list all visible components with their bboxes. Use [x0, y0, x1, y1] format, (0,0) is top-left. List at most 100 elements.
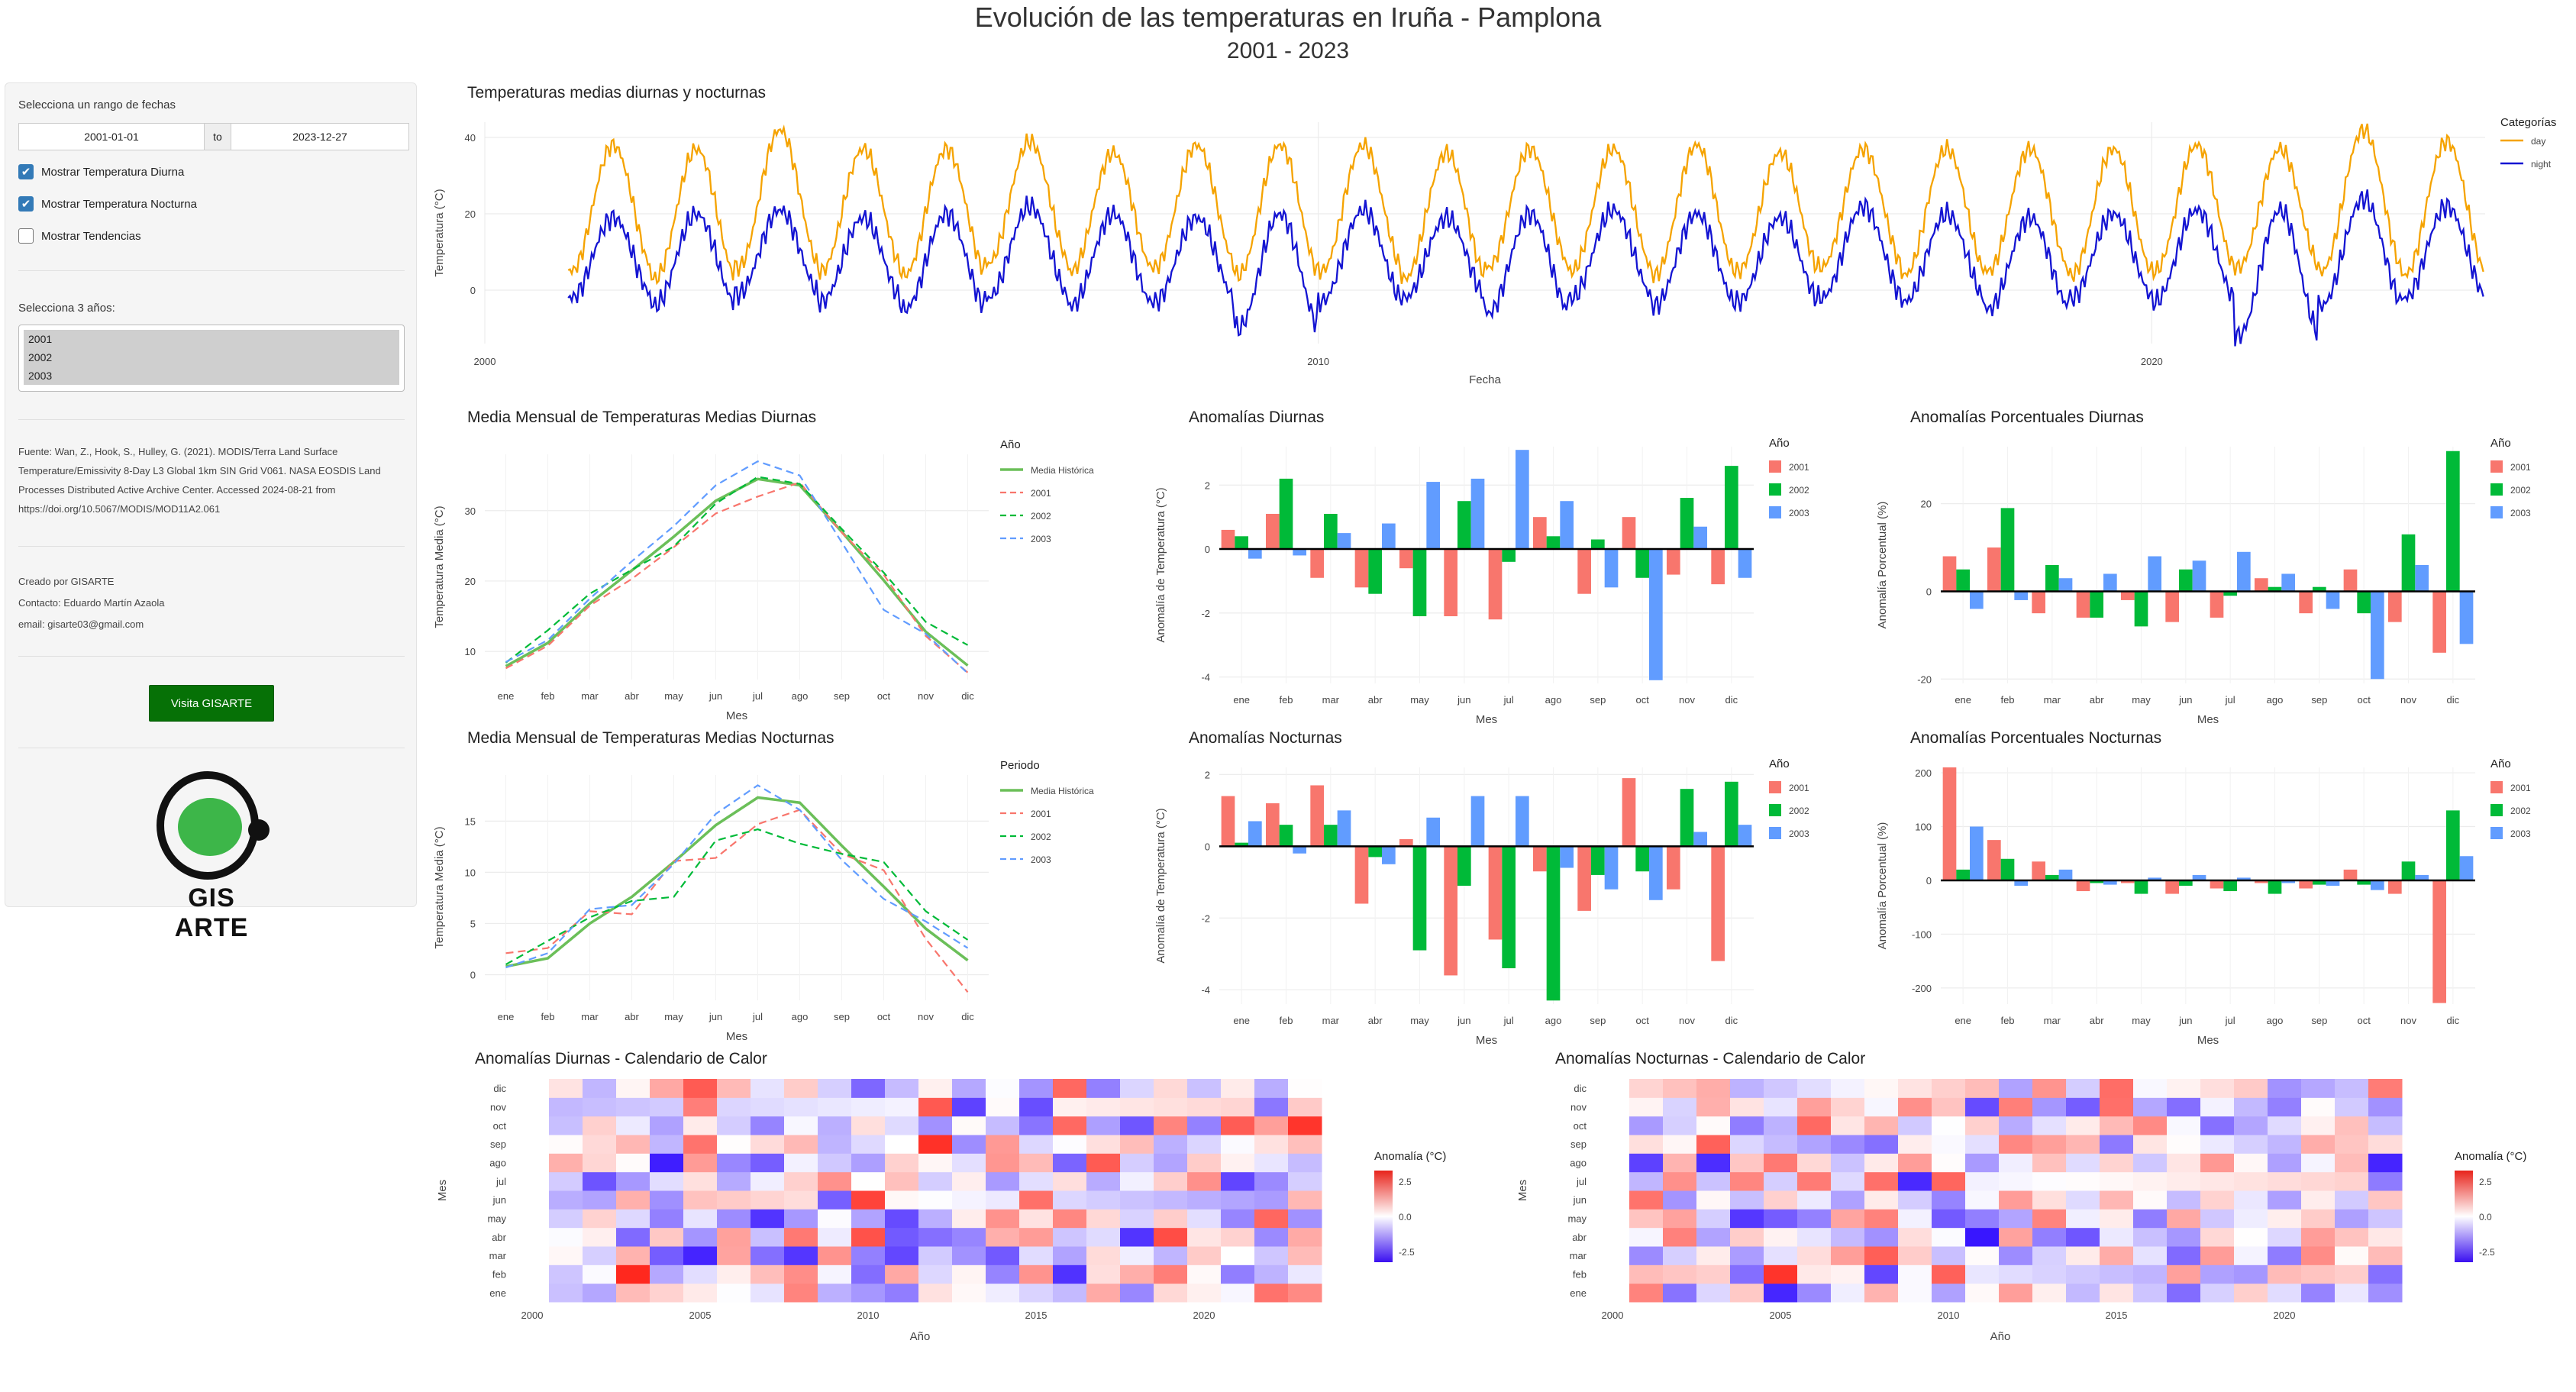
heat-cell [1965, 1116, 2000, 1135]
chart-title: Media Mensual de Temperaturas Medias Diu… [467, 409, 816, 426]
heat-cell [1663, 1135, 1697, 1154]
heat-cell [717, 1227, 751, 1247]
heat-cell [1254, 1264, 1289, 1284]
heat-cell [1864, 1079, 1899, 1098]
bar-2002-jun [2178, 569, 2193, 592]
heat-cell [885, 1246, 919, 1265]
y-tick-label: abr [1572, 1232, 1587, 1243]
visit-gisarte-button[interactable]: Visita GISARTE [149, 685, 274, 722]
y-tick-label: 0 [1205, 544, 1210, 555]
x-tick-label: ene [498, 690, 515, 702]
x-tick-label: oct [2357, 694, 2371, 706]
bar-2003-dic [1738, 549, 1752, 578]
heat-cell [1730, 1246, 1764, 1265]
heat-cell [1831, 1079, 1865, 1098]
date-from-input[interactable]: 2001-01-01 [18, 123, 205, 150]
heat-cell [1663, 1209, 1697, 1229]
bar-2003-jun [2192, 560, 2206, 592]
heat-cell [2200, 1246, 2235, 1265]
heat-cell [1764, 1135, 1798, 1154]
legend-swatch [1769, 460, 1781, 473]
x-tick-label: nov [2400, 1015, 2416, 1026]
heat-cell [616, 1135, 650, 1154]
year-option[interactable]: 2002 [24, 348, 399, 367]
bar-2001-jun [2165, 880, 2179, 894]
heat-cell [1932, 1283, 1966, 1303]
heat-cell [818, 1116, 852, 1135]
bar-2003-abr [1382, 523, 1396, 550]
checkbox-unchecked-icon[interactable] [18, 228, 34, 244]
heat-cell [1696, 1283, 1731, 1303]
heat-cell [784, 1190, 818, 1210]
heat-cell [1154, 1246, 1188, 1265]
checkbox-trends[interactable]: Mostrar Tendencias [18, 228, 141, 244]
heat-cell [1221, 1116, 1255, 1135]
heat-cell [1898, 1283, 1932, 1303]
heat-cell [2100, 1209, 2134, 1229]
heat-cell [885, 1264, 919, 1284]
heat-cell [751, 1209, 785, 1229]
heat-cell [2032, 1227, 2067, 1247]
heat-cell [2234, 1171, 2268, 1191]
heat-cell [1696, 1171, 1731, 1191]
legend-swatch [2490, 506, 2503, 518]
bar-2002-nov [1680, 789, 1694, 847]
bar-2002-feb [2000, 858, 2015, 880]
bar-2002-abr [1368, 549, 1383, 594]
heat-cell [1831, 1283, 1865, 1303]
bar-2003-may [1426, 817, 1441, 847]
y-tick-label: 5 [470, 918, 476, 929]
heatmap-day-chart: Anomalías Diurnas - Calendario de Calor e… [436, 1050, 1446, 1343]
year-option[interactable]: 2003 [24, 367, 399, 385]
bar-2003-dic [1738, 825, 1752, 847]
x-tick-label: oct [877, 1011, 891, 1022]
heat-cell [851, 1190, 886, 1210]
heat-cell [2335, 1264, 2369, 1284]
heat-cell [1730, 1116, 1764, 1135]
heat-cell [2368, 1209, 2403, 1229]
heat-cell [683, 1190, 718, 1210]
legend-label: day [2531, 136, 2545, 147]
heat-cell [918, 1190, 953, 1210]
date-to-input[interactable]: 2023-12-27 [231, 123, 409, 150]
checkbox-checked-icon[interactable]: ✔ [18, 196, 34, 212]
checkbox-day[interactable]: ✔ Mostrar Temperatura Diurna [18, 164, 184, 179]
x-tick-label: sep [2311, 1015, 2327, 1026]
bar-2002-jul [2223, 591, 2238, 596]
x-tick-label: jul [752, 1011, 763, 1022]
heat-cell [2066, 1116, 2100, 1135]
x-tick-label: dic [1725, 694, 1738, 706]
heat-cell [818, 1135, 852, 1154]
bar-2002-may [1412, 846, 1427, 951]
heat-cell [2066, 1283, 2100, 1303]
years-select[interactable]: 2001 2002 2003 [18, 325, 405, 392]
heat-cell [952, 1283, 986, 1303]
bar-2003-feb [1293, 549, 1307, 556]
heat-cell [1053, 1116, 1087, 1135]
heat-cell [986, 1283, 1020, 1303]
heat-cell [1965, 1135, 2000, 1154]
heat-cell [784, 1116, 818, 1135]
heat-cell [2066, 1097, 2100, 1117]
heat-cell [1898, 1097, 1932, 1117]
heat-cell [1898, 1116, 1932, 1135]
year-option[interactable]: 2001 [24, 330, 399, 348]
checkbox-checked-icon[interactable]: ✔ [18, 164, 34, 179]
checkbox-night[interactable]: ✔ Mostrar Temperatura Nocturna [18, 196, 197, 212]
heat-cell [1187, 1153, 1222, 1173]
heat-cell [918, 1264, 953, 1284]
bar-2003-feb [2014, 591, 2029, 600]
heat-cell [751, 1116, 785, 1135]
heat-cell [1254, 1097, 1289, 1117]
legend-label: 2001 [1031, 488, 1051, 499]
heat-cell [2268, 1264, 2302, 1284]
heat-cell [1999, 1171, 2033, 1191]
bar-2002-dic [1724, 781, 1738, 847]
heat-cell [952, 1190, 986, 1210]
heat-cell [918, 1135, 953, 1154]
heat-cell [1221, 1171, 1255, 1191]
heat-cell [2335, 1246, 2369, 1265]
x-tick-label: feb [541, 690, 554, 702]
y-axis-label: Mes [436, 1180, 449, 1201]
heat-cell [818, 1283, 852, 1303]
